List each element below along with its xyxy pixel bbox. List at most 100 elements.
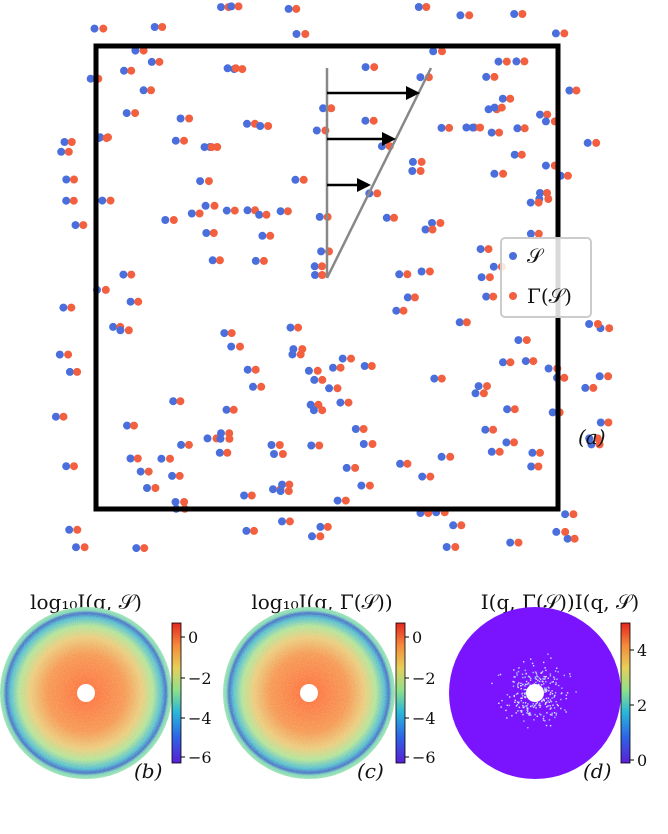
particle-s: [176, 114, 185, 123]
particle-gamma: [257, 382, 266, 391]
speckle-dot: [565, 711, 567, 713]
particle-gamma: [266, 231, 275, 240]
speckle-dot: [575, 691, 577, 693]
particle-s: [408, 157, 417, 166]
speckle-dot: [525, 705, 527, 707]
speckle-dot: [569, 673, 571, 675]
particle-gamma: [344, 398, 353, 407]
particle-gamma: [485, 273, 494, 282]
particle-s: [267, 441, 276, 449]
speckle-dot: [539, 706, 541, 708]
speckle-dot: [523, 706, 525, 708]
speckle-dot: [506, 694, 509, 696]
speckle-dot: [524, 693, 526, 695]
particle-gamma: [175, 471, 184, 480]
tick-label: −6: [412, 748, 436, 767]
particle-gamma: [544, 195, 553, 203]
particle-s: [157, 454, 166, 463]
particle-gamma: [462, 318, 471, 327]
speckle-dot: [554, 692, 557, 694]
speckle-dot: [526, 683, 528, 686]
speckle-dot: [524, 702, 527, 704]
particle-gamma: [390, 213, 398, 222]
speckle-dot: [548, 687, 550, 689]
speckle-dot: [549, 705, 551, 707]
speckle-dot: [547, 705, 549, 707]
particle-s: [361, 116, 370, 125]
particle-s: [196, 177, 205, 186]
particle-gamma: [604, 372, 613, 381]
speckle-dot: [518, 706, 521, 709]
particle-gamma: [497, 103, 506, 112]
particle-s: [541, 161, 550, 170]
speckle-dot: [548, 701, 550, 703]
speckle-dot: [561, 687, 563, 689]
speckle-dot: [528, 714, 530, 716]
particle-gamma: [298, 345, 307, 354]
particle-gamma: [80, 543, 89, 552]
speckle-dot: [544, 720, 546, 722]
particle-gamma: [238, 65, 247, 74]
speckle-dot: [555, 701, 557, 703]
tick-label: 2: [637, 696, 647, 715]
speckle-dot: [512, 685, 515, 687]
speckle-dot: [524, 696, 526, 698]
particle-gamma: [570, 534, 579, 543]
particle-gamma: [403, 459, 412, 468]
particle-gamma: [301, 30, 310, 38]
speckle-dot: [545, 675, 547, 678]
particle-s: [169, 397, 178, 406]
particle-gamma: [560, 373, 569, 382]
speckle-dot: [518, 667, 520, 669]
speckle-dot: [536, 675, 538, 678]
speckle-dot: [543, 700, 545, 702]
colorbar-ticks-c: 0 −2 −4 −6: [405, 628, 436, 767]
speckle-dot: [533, 705, 536, 707]
speckle-dot: [542, 719, 545, 721]
particle-gamma: [215, 256, 224, 265]
particle-s: [270, 450, 278, 458]
particle-gamma: [210, 201, 219, 210]
particle-gamma: [490, 72, 499, 81]
speckle-dot: [553, 696, 555, 698]
speckle-dot: [520, 688, 522, 690]
speckle-dot: [553, 676, 555, 678]
speckle-dot: [551, 697, 553, 699]
speckle-dot: [527, 727, 529, 729]
speckle-dot: [519, 710, 522, 712]
particle-gamma: [318, 375, 327, 384]
speckle-dot: [539, 704, 542, 707]
particle-s: [201, 201, 210, 210]
particle-gamma: [451, 543, 460, 551]
particle-s: [240, 491, 249, 500]
speckle-dot: [533, 719, 535, 721]
speckle-dot: [549, 699, 552, 701]
particle-s: [502, 438, 511, 447]
speckle-dot: [543, 661, 545, 664]
speckle-dot: [544, 691, 546, 693]
particle-s: [471, 389, 480, 398]
colorbar-ticks-d: 4 2 0: [630, 641, 647, 770]
particle-gamma: [368, 440, 377, 448]
particle-s: [489, 262, 498, 271]
speckle-dot: [512, 680, 514, 683]
particle-s: [561, 510, 570, 519]
particle-gamma: [69, 196, 78, 205]
speckle-dot: [515, 705, 518, 707]
speckle-dot: [511, 715, 513, 717]
speckle-dot: [534, 704, 537, 706]
particle-gamma: [299, 175, 308, 184]
particle-gamma: [318, 271, 327, 279]
speckle-dot: [498, 702, 500, 704]
speckle-dot: [556, 678, 558, 680]
speckle-dot: [527, 675, 530, 677]
particle-gamma: [285, 517, 294, 526]
particle-s: [342, 463, 351, 472]
speckle-dot: [549, 713, 552, 716]
particle-gamma: [283, 207, 292, 216]
speckle-dot: [540, 714, 542, 716]
particle-gamma: [264, 122, 273, 130]
particle-gamma: [514, 538, 523, 547]
speckle-dot: [527, 703, 529, 705]
particle-gamma: [251, 365, 260, 374]
